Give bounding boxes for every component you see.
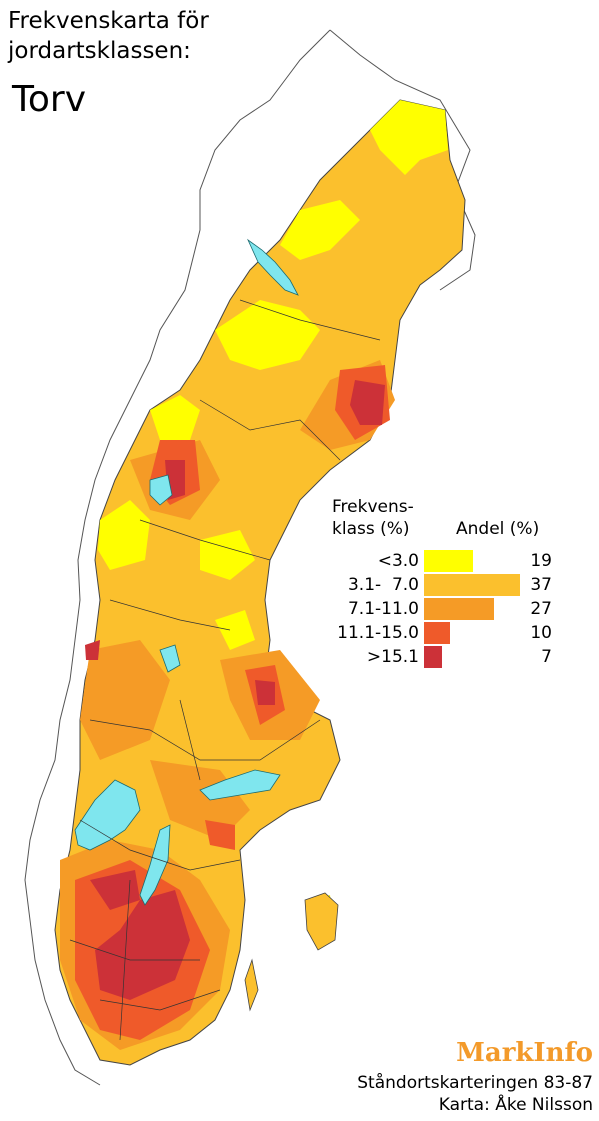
legend-share-value: 19: [530, 551, 552, 571]
lake-torneträsk: [247, 238, 299, 296]
neighbor-outline: [24, 29, 476, 1086]
legend-share-bar: [424, 646, 442, 668]
legend-class-label: 7.1-11.0: [347, 599, 419, 619]
legend-row: 7.1-11.0 27: [0, 598, 599, 620]
map-subtitle: Torv: [12, 79, 87, 120]
legend-row: >15.1 7: [0, 646, 599, 668]
legend-header-left-1: Frekvens-: [332, 497, 414, 517]
legend-share-value: 10: [530, 623, 552, 643]
lake-mälaren: [199, 769, 281, 801]
brand-logo: MarkInfo: [456, 1038, 593, 1068]
legend-share-value: 27: [530, 599, 552, 619]
lake-vättern: [139, 824, 171, 906]
lake-storsjön: [149, 474, 173, 506]
legend-share-value: 7: [541, 647, 552, 667]
lakes: [74, 238, 299, 906]
legend-share-bar: [424, 574, 520, 596]
legend-row: <3.0 19: [0, 550, 599, 572]
legend-header-right: Andel (%): [456, 519, 540, 539]
legend-share-bar: [424, 550, 473, 572]
island-öland: [244, 958, 259, 1012]
island-gotland: [304, 892, 339, 951]
legend-row: 3.1- 7.0 37: [0, 574, 599, 596]
legend-class-label: 11.1-15.0: [337, 623, 419, 643]
lake-vänern: [74, 779, 141, 851]
legend-header-left: Frekvens- klass (%): [332, 496, 414, 540]
credit-author: Karta: Åke Nilsson: [438, 1095, 593, 1115]
legend-header-left-2: klass (%): [332, 519, 410, 539]
title-line-2: jordartsklassen:: [8, 38, 191, 64]
county-borders: [69, 299, 381, 1041]
map-title: Frekvenskarta för jordartsklassen:: [8, 6, 209, 66]
legend-row: 11.1-15.0 10: [0, 622, 599, 644]
legend-class-label: >15.1: [366, 647, 419, 667]
lake-siljan: [159, 644, 181, 673]
class-gt15: [85, 380, 385, 1000]
class-lt3: [98, 100, 448, 945]
title-line-1: Frekvenskarta för: [8, 8, 209, 34]
legend-share-bar: [424, 622, 450, 644]
legend-share-value: 37: [530, 575, 552, 595]
legend-class-label: <3.0: [377, 551, 419, 571]
legend-class-label: 3.1- 7.0: [347, 575, 419, 595]
legend-share-bar: [424, 598, 494, 620]
credit-source: Ståndortskarteringen 83-87: [357, 1073, 593, 1093]
